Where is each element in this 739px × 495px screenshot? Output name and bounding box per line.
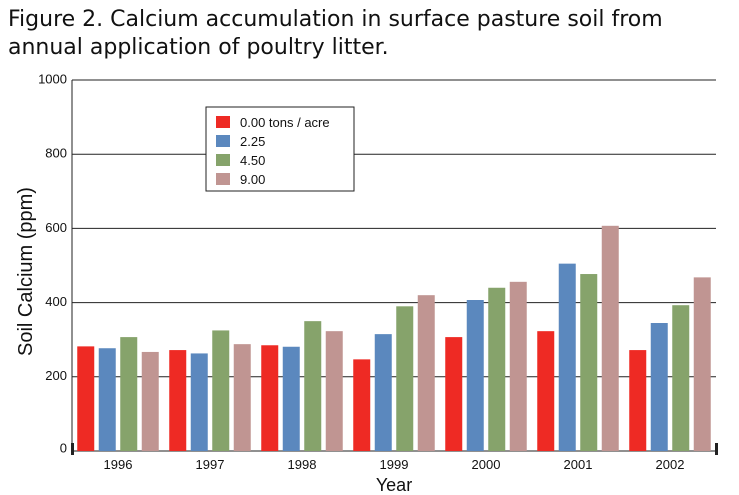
x-tick-label: 1997 <box>196 457 225 472</box>
bar <box>169 350 187 451</box>
legend-box <box>205 106 355 192</box>
bar <box>601 225 619 451</box>
bar <box>190 353 208 451</box>
y-axis-label: Soil Calcium (ppm) <box>15 187 37 356</box>
y-tick-label: 800 <box>45 146 67 161</box>
x-tick-label: 2001 <box>564 457 593 472</box>
legend-label: 9.00 <box>240 172 265 187</box>
bar <box>396 306 414 451</box>
y-tick-label: 1000 <box>38 71 67 86</box>
bar <box>325 331 343 451</box>
bar <box>282 346 300 451</box>
bar <box>304 321 322 451</box>
bar <box>417 295 435 451</box>
x-tick-label: 1998 <box>288 457 317 472</box>
bar <box>353 359 371 451</box>
bar <box>77 346 95 451</box>
bar <box>509 281 527 451</box>
bar <box>629 350 647 451</box>
bar <box>98 348 116 451</box>
x-tick-label: 1996 <box>104 457 133 472</box>
bar <box>233 344 251 451</box>
legend-swatch <box>216 173 230 185</box>
legend-swatch <box>216 116 230 128</box>
bar <box>580 274 598 451</box>
bar <box>141 351 159 451</box>
bar <box>537 331 555 451</box>
legend-label: 2.25 <box>240 134 265 149</box>
x-tick-label: 1999 <box>380 457 409 472</box>
bar <box>672 305 690 451</box>
y-tick-label: 200 <box>45 368 67 383</box>
axis-end-mark <box>71 443 74 455</box>
bar <box>693 277 711 451</box>
legend-swatch <box>216 135 230 147</box>
legend-label: 4.50 <box>240 153 265 168</box>
x-tick-label: 2002 <box>656 457 685 472</box>
y-tick-label: 0 <box>60 440 67 455</box>
bar <box>466 300 484 451</box>
bar <box>445 337 463 451</box>
axis-end-mark <box>715 443 718 455</box>
legend-swatch <box>216 154 230 166</box>
y-tick-label: 400 <box>45 294 67 309</box>
bar <box>120 337 138 451</box>
x-tick-label: 2000 <box>472 457 501 472</box>
bar <box>558 263 576 451</box>
chart-title: Figure 2. Calcium accumulation in surfac… <box>8 7 663 60</box>
bar <box>212 330 230 451</box>
bar <box>261 345 279 451</box>
bar <box>650 323 668 451</box>
y-tick-label: 600 <box>45 220 67 235</box>
bar <box>374 334 392 451</box>
bar <box>488 287 506 451</box>
legend-label: 0.00 tons / acre <box>240 115 330 130</box>
x-axis-label: Year <box>376 475 412 495</box>
